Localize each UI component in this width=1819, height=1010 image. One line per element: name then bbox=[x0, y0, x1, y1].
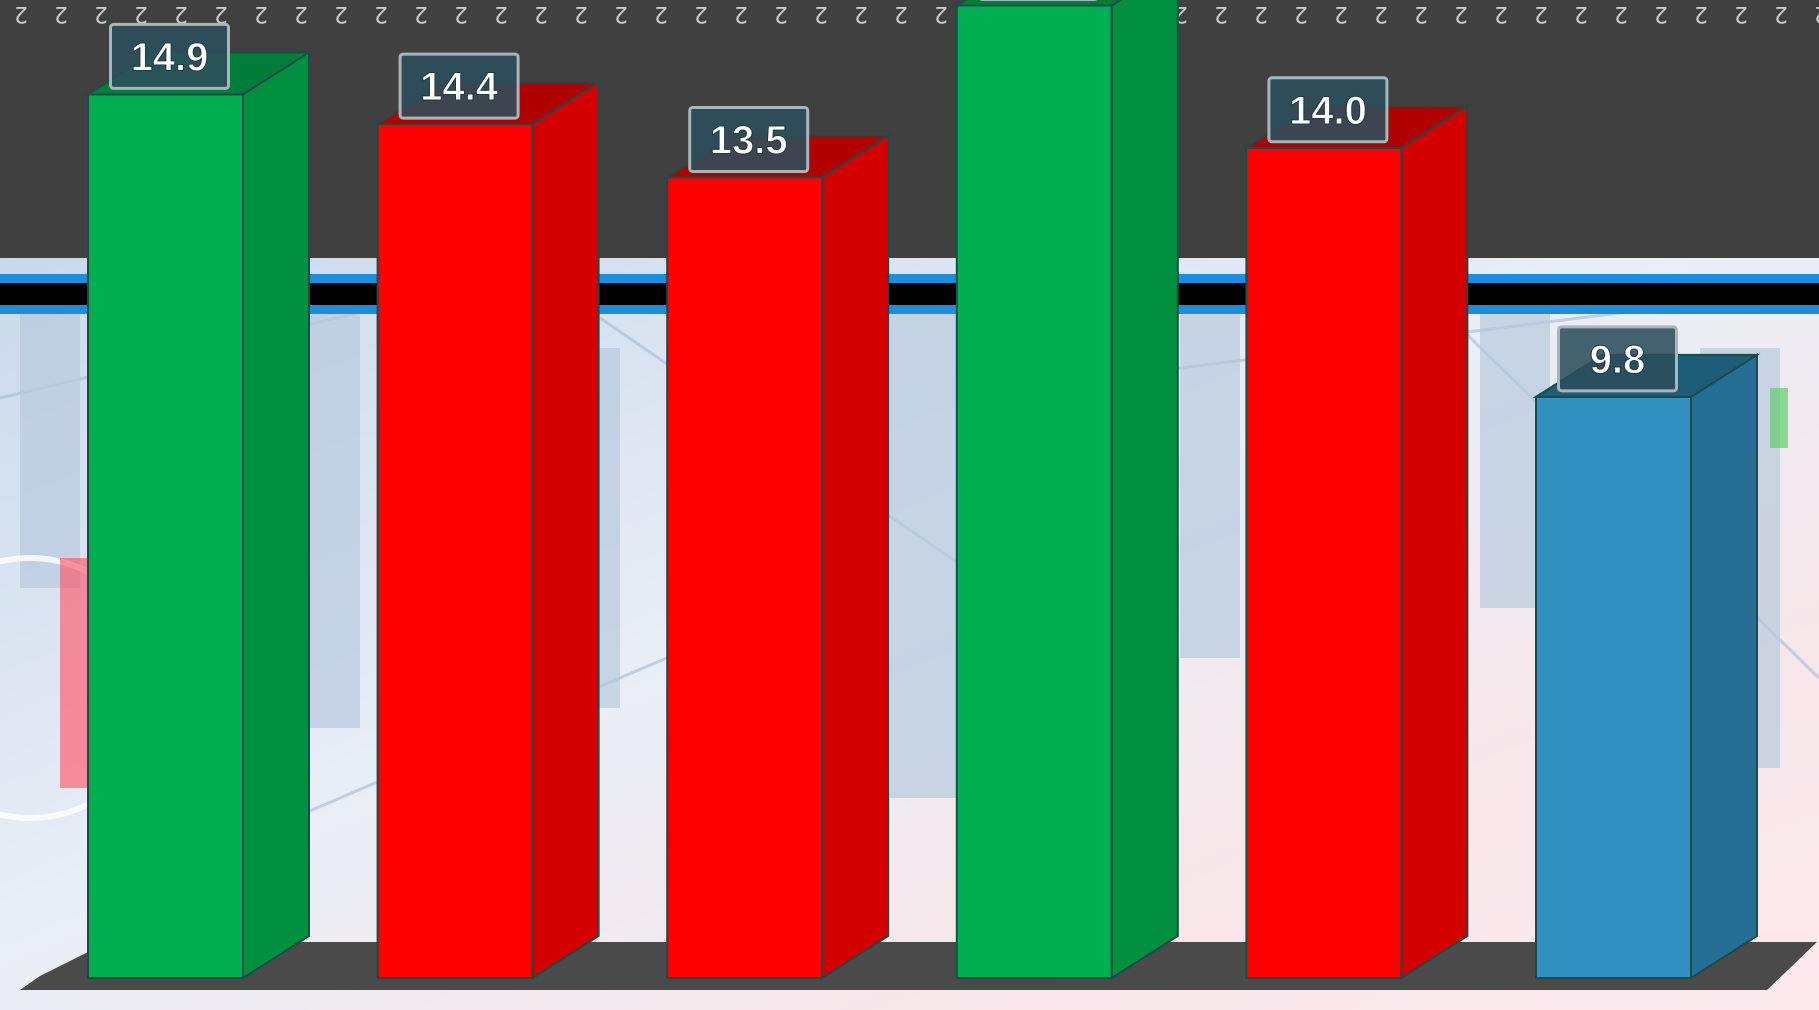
bar-front-face bbox=[1245, 146, 1403, 980]
data-label-text: 14.9 bbox=[131, 35, 209, 79]
data-label: 13.5 bbox=[688, 105, 810, 173]
data-label: 14.4 bbox=[398, 52, 520, 120]
bar-front-face bbox=[955, 4, 1113, 980]
bar bbox=[84, 50, 313, 980]
bar bbox=[1242, 103, 1471, 980]
bar-side-face bbox=[531, 80, 600, 980]
data-label: 14.0 bbox=[1267, 76, 1389, 144]
data-label-text: 9.8 bbox=[1590, 338, 1646, 382]
bar-side-face bbox=[1110, 0, 1179, 980]
data-label: 14.9 bbox=[109, 22, 230, 90]
data-label-text: 14.0 bbox=[1289, 89, 1367, 133]
data-label-box bbox=[398, 52, 520, 120]
data-label-text: 14.4 bbox=[420, 65, 499, 109]
bar-side-face bbox=[821, 133, 890, 980]
bar bbox=[1532, 353, 1761, 980]
data-label-box bbox=[109, 22, 230, 90]
bar bbox=[663, 133, 892, 980]
bar bbox=[953, 0, 1179, 980]
bar-side-face bbox=[242, 50, 310, 980]
bar bbox=[374, 80, 603, 980]
bar-front-face bbox=[1535, 395, 1692, 979]
data-label-text: 13.5 bbox=[710, 118, 788, 162]
bar-side-face bbox=[1690, 353, 1758, 980]
bar-front-face bbox=[87, 93, 244, 980]
data-label-box bbox=[688, 105, 810, 173]
bar-front-face bbox=[376, 123, 534, 979]
bar-top-face bbox=[953, 0, 1123, 7]
data-label-box bbox=[1557, 325, 1678, 393]
data-label: 9.8 bbox=[1557, 325, 1678, 393]
bar-side-face bbox=[1400, 103, 1469, 980]
data-label-box bbox=[1267, 76, 1389, 144]
bar-front-face bbox=[666, 176, 824, 979]
